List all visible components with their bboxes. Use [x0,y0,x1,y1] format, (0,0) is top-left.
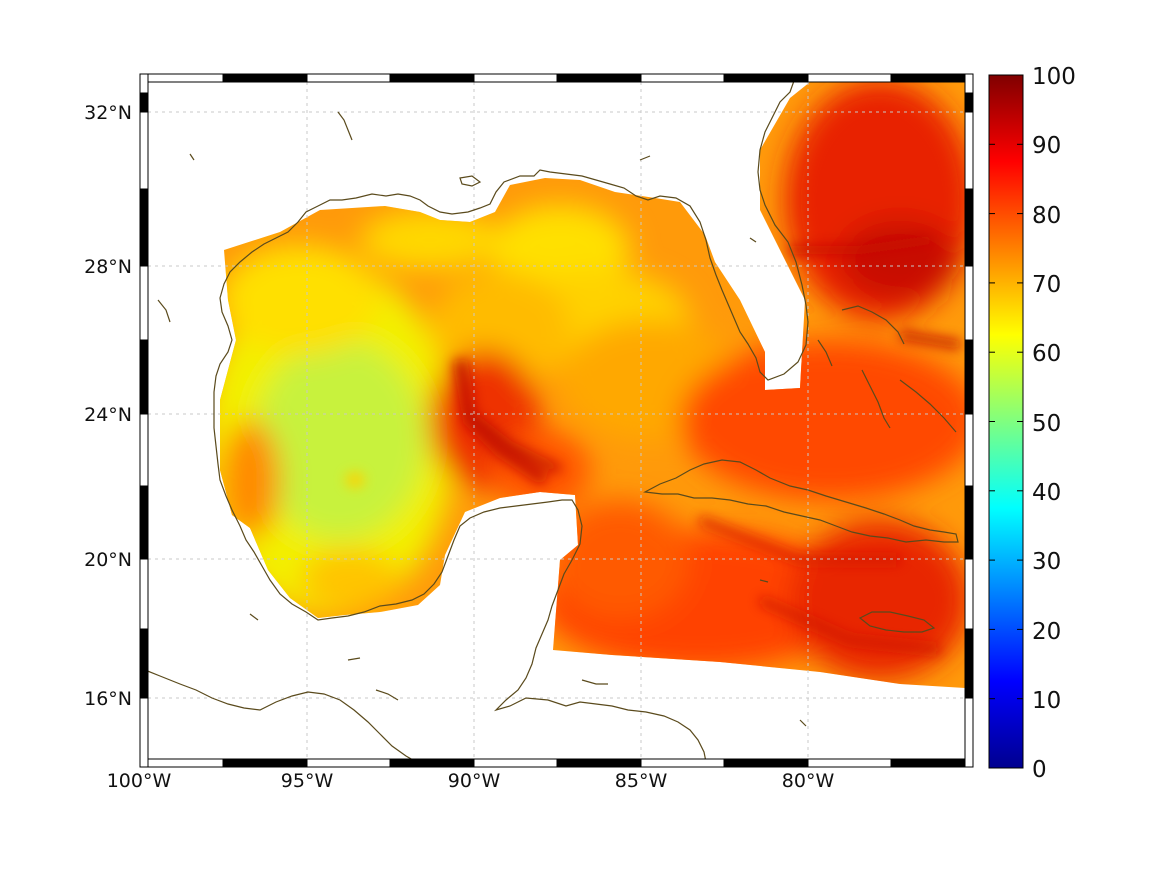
frame-segment [640,758,725,768]
frame-segment [139,758,224,768]
frame-segment [306,758,391,768]
frame-segment [890,758,974,768]
frame-segment [139,73,149,94]
frame-segment [139,558,149,630]
frame-segment [222,758,308,768]
frame-segment [306,73,391,83]
frame-segment [556,758,642,768]
frame-segment [473,758,558,768]
frame-segment [807,758,892,768]
frame-segment [139,339,149,415]
frame-segment [139,111,149,190]
frame-segment [964,73,974,94]
frame-segment [964,697,974,768]
frame-segment [964,413,974,487]
frame-segment [389,758,475,768]
frame-segment [139,485,149,560]
colorbar: 0 10 20 30 40 50 60 70 80 90 100 [988,64,1076,783]
lat-tick-label: 24°N [84,404,132,426]
lat-tick-label: 20°N [84,549,132,571]
longitude-labels: 100°W 95°W 90°W 85°W 80°W [107,770,835,792]
map-frame [139,73,974,768]
frame-segment [723,758,809,768]
frame-segment [139,92,149,113]
lat-tick-label: 32°N [84,102,132,124]
colorbar-tick-label: 60 [1032,341,1061,367]
frame-segment [139,73,224,83]
frame-segment [964,558,974,630]
colorbar-labels: 0 10 20 30 40 50 60 70 80 90 100 [1032,64,1076,783]
frame-segment [222,73,308,83]
colorbar-tick-label: 30 [1032,549,1061,575]
colorbar-tick-label: 100 [1032,64,1076,90]
colorbar-tick-label: 40 [1032,480,1061,506]
frame-segment [723,73,809,83]
lon-tick-label: 80°W [782,770,835,792]
latitude-labels: 32°N 28°N 24°N 20°N 16°N [84,102,132,710]
frame-segment [964,92,974,113]
lon-tick-label: 95°W [281,770,334,792]
frame-inner-border [147,81,966,760]
colorbar-ticks [989,74,1023,769]
lat-tick-label: 28°N [84,256,132,278]
frame-segment [139,265,149,341]
colorbar-tick-label: 90 [1032,133,1061,159]
graticule [148,82,965,759]
lon-tick-label: 100°W [107,770,172,792]
frame-segment [964,339,974,415]
colorbar-tick-label: 20 [1032,619,1061,645]
frame-segment [964,628,974,699]
frame-segment [473,73,558,83]
colorbar-tick-label: 50 [1032,411,1061,437]
colorbar-tick-label: 10 [1032,688,1061,714]
frame-segment [556,73,642,83]
frame-segment [964,188,974,267]
frame-segment [139,697,149,768]
colorbar-tick-label: 0 [1032,757,1047,783]
lon-tick-label: 90°W [448,770,501,792]
frame-border [139,73,974,768]
frame-segment [890,73,974,83]
coastlines [148,82,959,759]
frame-segment [139,628,149,699]
frame-segment [964,485,974,560]
colorbar-tick-label: 80 [1032,203,1061,229]
frame-segment [389,73,475,83]
frame-segment [964,265,974,341]
lon-tick-label: 85°W [615,770,668,792]
frame-segment [964,111,974,190]
colorbar-tick-label: 70 [1032,272,1061,298]
lat-tick-label: 16°N [84,688,132,710]
frame-segment [807,73,892,83]
frame-segment [139,413,149,487]
frame-segment [640,73,725,83]
frame-segment [139,188,149,267]
